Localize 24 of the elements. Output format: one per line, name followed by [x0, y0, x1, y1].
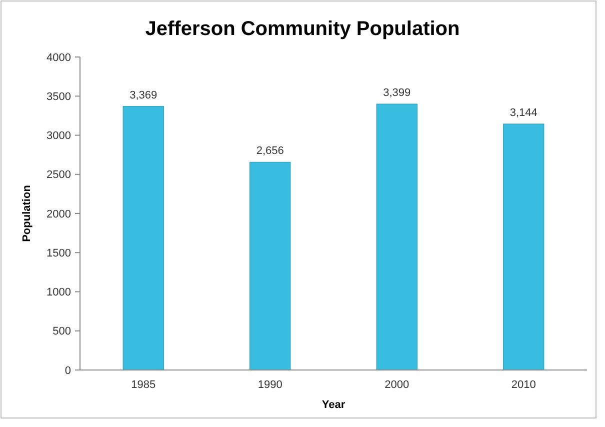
y-tick-label: 4000	[46, 52, 71, 64]
y-tick-label: 2000	[46, 208, 71, 220]
bar	[250, 162, 291, 370]
chart-title: Jefferson Community Population	[145, 18, 460, 40]
y-tick-label: 1000	[46, 286, 71, 299]
bar	[376, 104, 418, 370]
y-tick-label: 500	[52, 326, 71, 338]
data-label: 3,369	[130, 89, 158, 102]
data-label: 2,656	[256, 145, 284, 158]
y-axis-title: Population	[21, 184, 33, 242]
bar	[503, 124, 544, 370]
bar	[122, 106, 164, 370]
x-axis-title: Year	[322, 399, 346, 411]
y-tick-label: 3500	[46, 90, 71, 103]
x-tick-label: 2010	[511, 379, 536, 391]
y-tick-label: 3000	[46, 130, 71, 142]
x-tick-label: 2000	[384, 379, 410, 391]
data-label: 3,144	[510, 106, 538, 119]
x-tick-label: 1985	[131, 379, 156, 391]
data-label: 3,399	[383, 87, 411, 100]
x-tick-label: 1990	[258, 379, 282, 391]
y-tick-label: 2500	[46, 169, 71, 182]
y-tick-label: 0	[64, 364, 71, 377]
y-tick-label: 1500	[46, 247, 71, 260]
